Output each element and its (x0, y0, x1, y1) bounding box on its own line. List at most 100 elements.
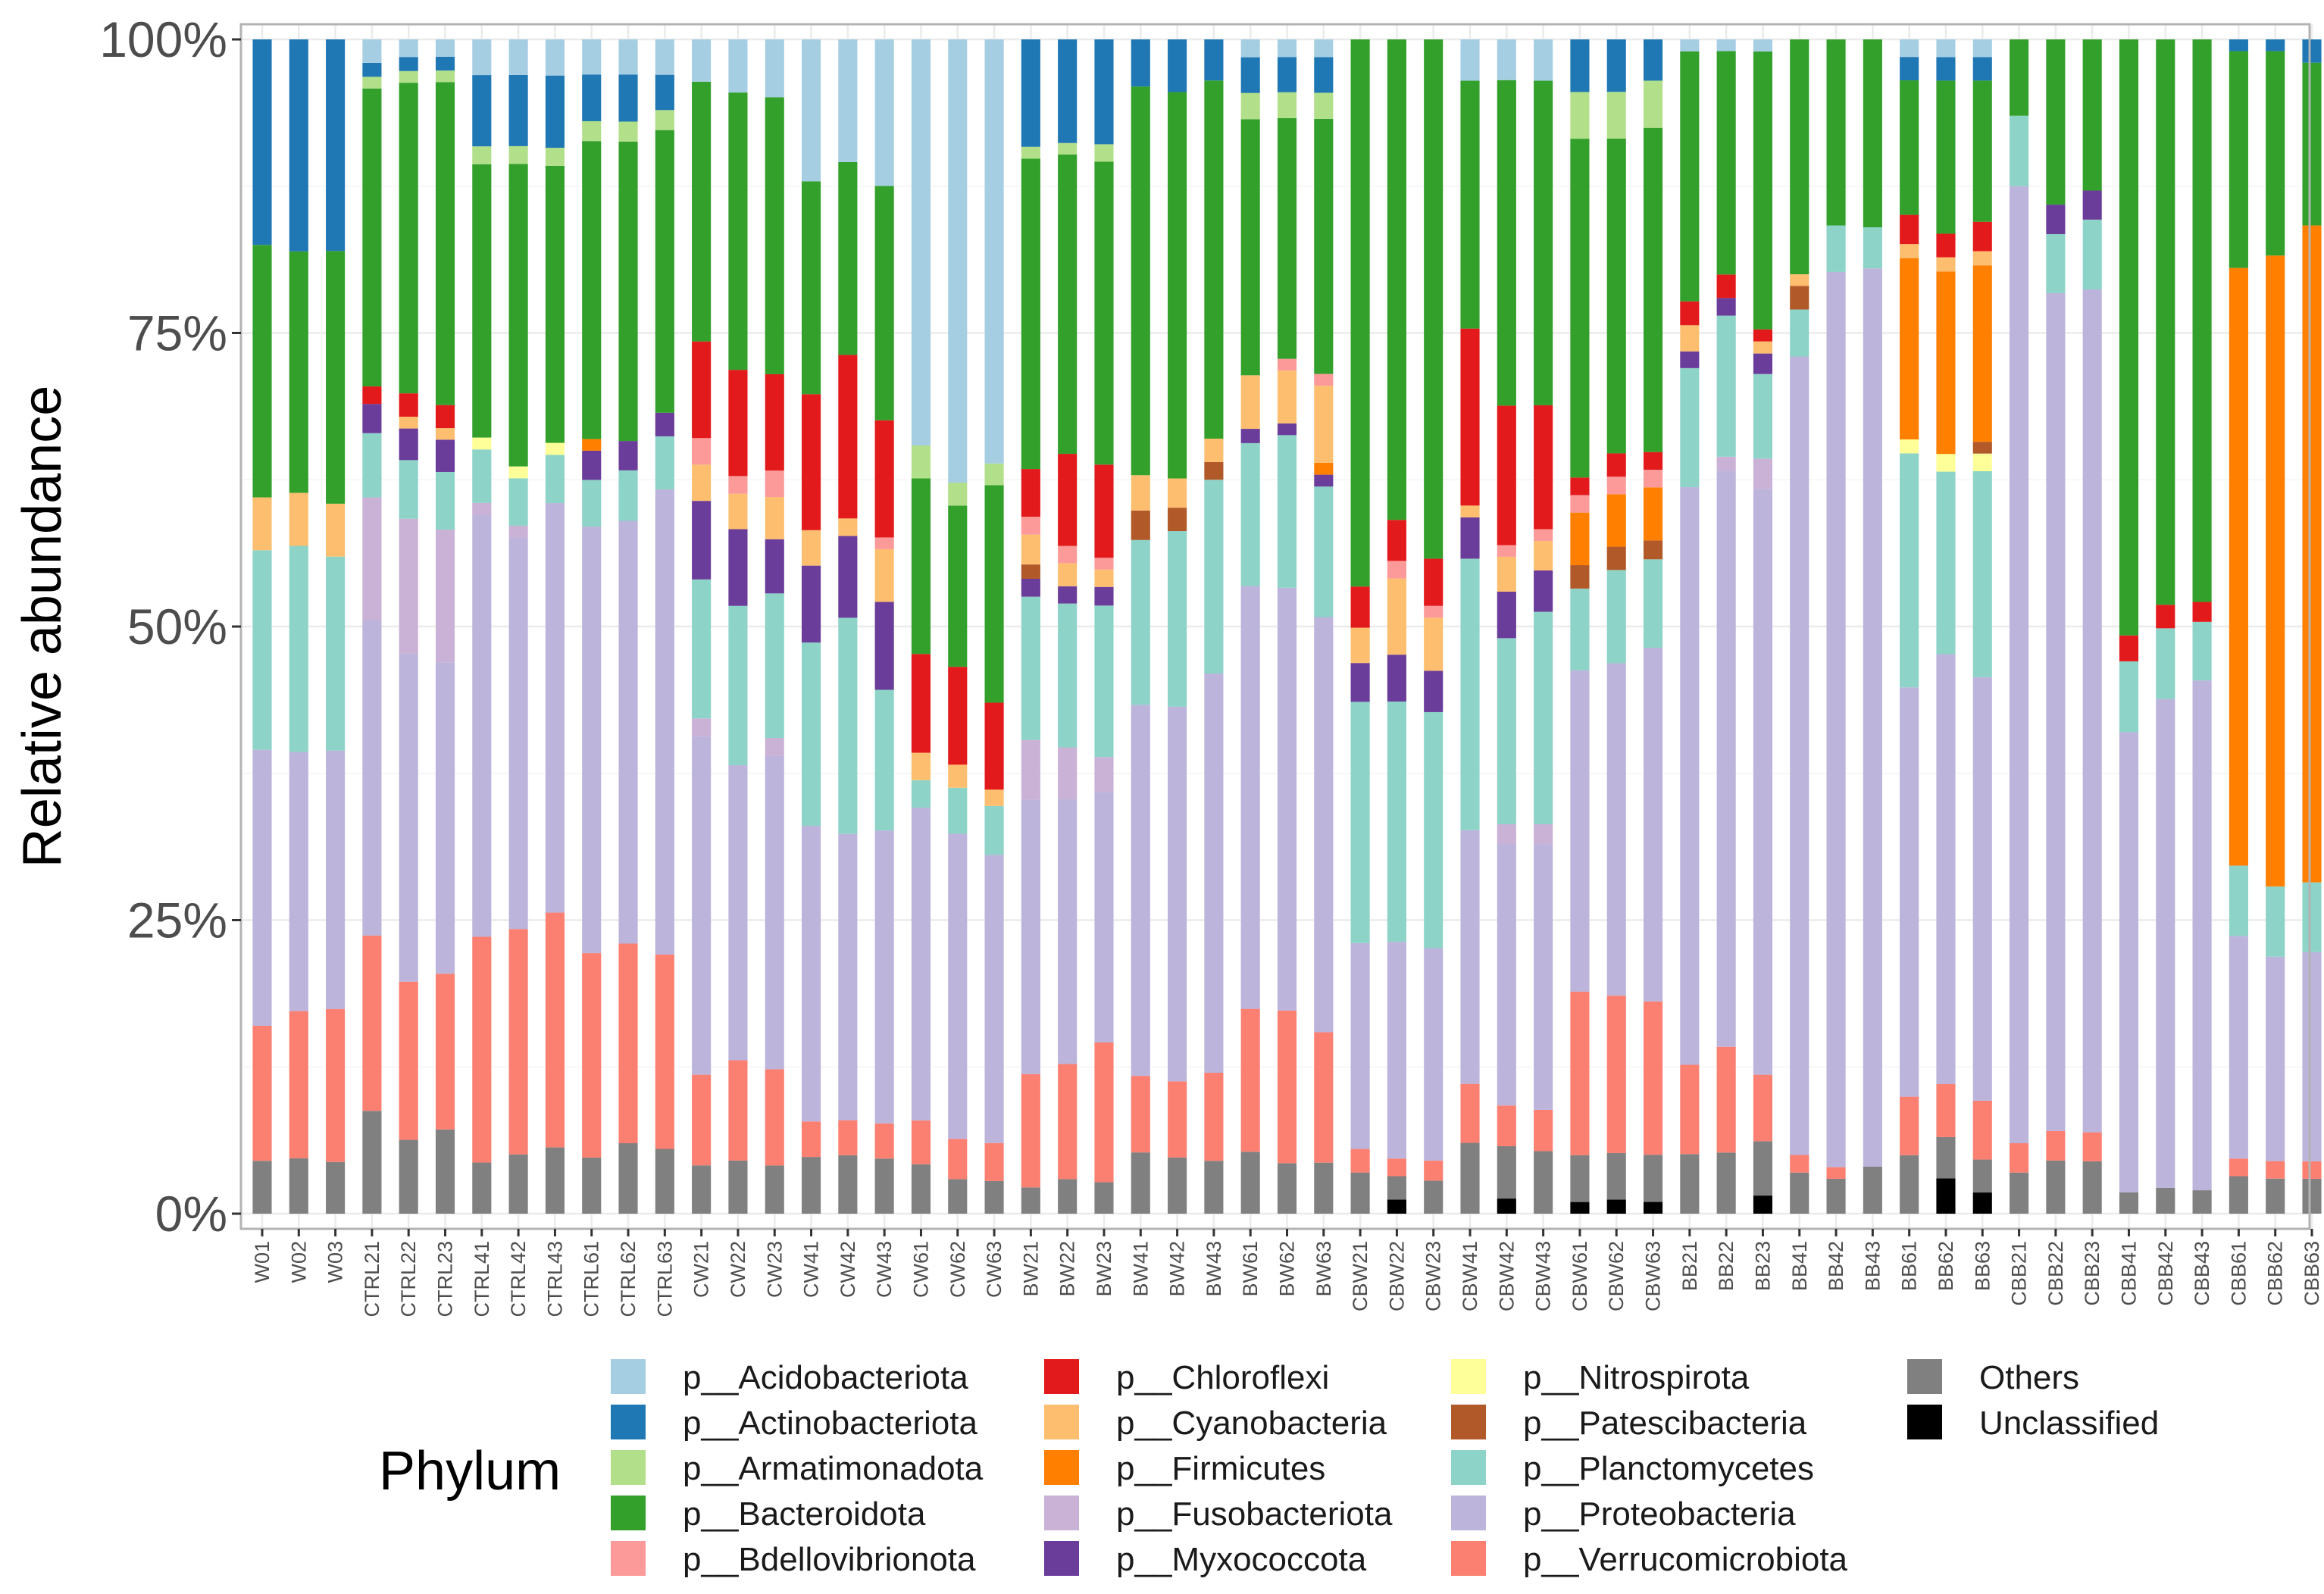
bar-segment-bw23-p-actinobacteriota (1094, 39, 1114, 145)
bar-segment-cbw21-p-proteobacteria (1350, 942, 1370, 1149)
x-tick-label: CTRL62 (617, 1241, 640, 1317)
bar-segment-bw21-p-fusobacteriota (1021, 739, 1040, 800)
bar-segment-ctrl62-p-armatimonadota (618, 121, 638, 142)
bar-bb43 (1863, 39, 1882, 1214)
bar-segment-bb63-p-acidobacteriota (1972, 39, 1992, 58)
legend-swatch (611, 1541, 646, 1576)
y-tick-label: 75% (127, 305, 227, 361)
bar-segment-ctrl41-p-verrucomicrobiota (472, 936, 492, 1163)
bar-segment-cbw22-p-bacteroidota (1387, 39, 1406, 520)
bar-segment-bb23-p-cyanobacteria (1753, 341, 1773, 354)
bar-bb21 (1680, 39, 1700, 1214)
bar-w03 (326, 39, 346, 1214)
legend-item-p-bdellovibrionota: p__Bdellovibrionota (611, 1541, 976, 1578)
legend-label: p__Bacteroidota (683, 1496, 926, 1533)
bar-segment-bw42-p-bacteroidota (1168, 92, 1187, 479)
bar-segment-cbb42-p-chloroflexi (2156, 605, 2175, 629)
bar-segment-bw41-p-bacteroidota (1131, 86, 1150, 476)
legend-title: Phylum (379, 1441, 561, 1502)
bar-segment-cbb61-p-verrucomicrobiota (2229, 1158, 2248, 1177)
bar-segment-ctrl23-p-armatimonadota (435, 70, 455, 83)
x-tick-label: BB23 (1751, 1241, 1774, 1291)
bar-segment-w01-p-actinobacteriota (252, 39, 272, 245)
bar-cbw43 (1534, 39, 1553, 1214)
bar-segment-ctrl22-p-chloroflexi (399, 393, 418, 417)
bar-segment-cw23-p-verrucomicrobiota (765, 1069, 784, 1166)
bar-segment-cbb42-p-proteobacteria (2156, 699, 2175, 1188)
bar-segment-bb61-p-proteobacteria (1900, 687, 1919, 1097)
bar-segment-bb23-others (1753, 1141, 1773, 1196)
bar-segment-ctrl63-p-proteobacteria (655, 489, 674, 955)
bar-segment-bb43-others (1863, 1167, 1882, 1214)
bar-segment-ctrl23-p-bacteroidota (435, 82, 455, 405)
bar-segment-bw61-p-myxococcota (1240, 429, 1260, 443)
x-tick-label: CBB62 (2264, 1241, 2287, 1306)
legend-swatch (611, 1450, 646, 1485)
bar-segment-bw62-p-cyanobacteria (1277, 370, 1297, 424)
x-tick-label: CBW22 (1385, 1241, 1408, 1311)
x-tick-label: CW41 (800, 1241, 823, 1298)
bar-segment-bb62-p-bacteroidota (1936, 80, 1956, 234)
bar-segment-bw61-others (1240, 1152, 1260, 1214)
bar-segment-cbw21-p-myxococcota (1350, 663, 1370, 702)
bar-segment-cw21-p-bacteroidota (692, 81, 712, 342)
bar-segment-bw62-p-actinobacteriota (1277, 57, 1297, 92)
bar-segment-cbw41-p-cyanobacteria (1460, 505, 1480, 517)
legend-label: p__Chloroflexi (1116, 1359, 1329, 1396)
x-tick-label: CW63 (983, 1241, 1006, 1298)
bar-segment-cw42-p-myxococcota (838, 536, 858, 618)
bar-cbw21 (1350, 39, 1370, 1214)
y-axis: 0% 25% 50% 75% 100% (99, 11, 241, 1242)
bar-segment-bb61-p-planctomycetes (1900, 453, 1919, 688)
bar-segment-cbb23-p-bacteroidota (2082, 39, 2102, 191)
bar-bw22 (1058, 39, 1078, 1214)
legend-swatch (1451, 1405, 1486, 1439)
bar-segment-cw22-p-bacteroidota (728, 92, 748, 370)
bar-segment-bb22-p-planctomycetes (1716, 315, 1736, 457)
x-tick-label: CTRL41 (471, 1241, 493, 1317)
legend-item-p-cyanobacteria: p__Cyanobacteria (1044, 1405, 1387, 1442)
bar-segment-cbw43-p-fusobacteriota (1534, 824, 1553, 845)
bar-segment-bw43-p-cyanobacteria (1204, 439, 1224, 462)
bar-segment-cw42-others (838, 1155, 858, 1214)
bar-segment-cw61-p-armatimonadota (911, 445, 931, 479)
bar-segment-ctrl42-p-actinobacteriota (508, 74, 528, 146)
bar-segment-cbw23-others (1424, 1180, 1444, 1214)
bar-segment-cbw61-p-proteobacteria (1570, 670, 1590, 992)
bar-segment-cbb63-p-verrucomicrobiota (2302, 1161, 2322, 1179)
bar-segment-ctrl42-others (508, 1154, 528, 1214)
bar-segment-ctrl22-p-proteobacteria (399, 653, 418, 982)
bar-segment-bb23-p-bacteroidota (1753, 51, 1773, 330)
legend-label: p__Myxococcota (1116, 1541, 1367, 1578)
x-tick-label: CW21 (690, 1241, 713, 1298)
bar-segment-bw61-p-planctomycetes (1240, 442, 1260, 586)
bar-segment-bb63-unclassified (1972, 1192, 1992, 1214)
bar-segment-ctrl61-p-myxococcota (582, 450, 602, 480)
bar-segment-bb23-p-acidobacteriota (1753, 39, 1773, 52)
bar-segment-ctrl23-p-planctomycetes (435, 471, 455, 530)
bar-segment-cbw23-p-planctomycetes (1424, 711, 1444, 949)
bar-segment-ctrl43-p-proteobacteria (545, 503, 565, 913)
bar-bw63 (1314, 39, 1334, 1214)
bar-ctrl21 (362, 39, 382, 1214)
bar-segment-cw41-p-myxococcota (801, 565, 821, 643)
bar-segment-ctrl43-p-acidobacteriota (545, 39, 565, 76)
bar-segment-cbb42-others (2156, 1187, 2175, 1214)
bar-segment-bw61-p-acidobacteriota (1240, 39, 1260, 58)
legend-item-p-verrucomicrobiota: p__Verrucomicrobiota (1451, 1541, 1848, 1578)
legend-label: p__Bdellovibrionota (683, 1541, 976, 1578)
bar-segment-cbw42-p-fusobacteriota (1497, 824, 1516, 844)
bar-bb63 (1972, 39, 1992, 1214)
bar-segment-ctrl61-p-firmicutes (582, 439, 602, 451)
bar-segment-bw61-p-cyanobacteria (1240, 375, 1260, 430)
bar-segment-bw62-p-bdellovibrionota (1277, 358, 1297, 371)
bar-segment-cw63-p-verrucomicrobiota (984, 1142, 1004, 1181)
x-tick-label: CBB21 (2008, 1241, 2031, 1306)
bar-segment-bb42-p-proteobacteria (1826, 271, 1846, 1167)
bar-segment-ctrl41-others (472, 1162, 492, 1214)
bar-segment-bb23-unclassified (1753, 1196, 1773, 1214)
bar-segment-ctrl23-p-verrucomicrobiota (435, 974, 455, 1130)
x-axis: W01 W02 W03 CTRL21 CTRL22 CTRL23 CTRL41 CTRL42 C… (251, 1229, 2323, 1317)
bar-ctrl62 (618, 39, 638, 1214)
plot-panel (239, 23, 2322, 1230)
